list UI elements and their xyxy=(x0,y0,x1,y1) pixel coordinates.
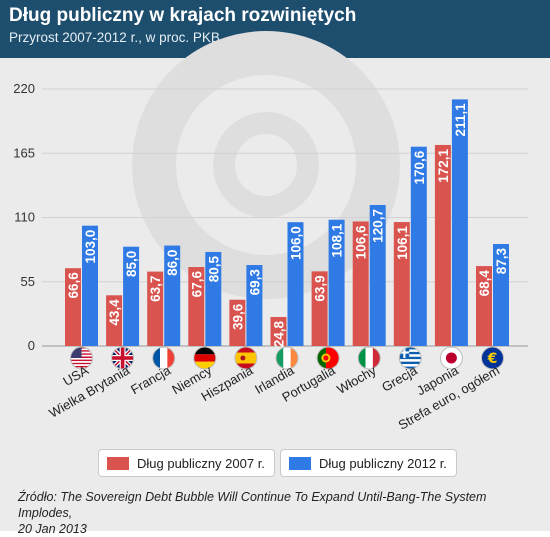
data-label: 24,8 xyxy=(272,321,287,348)
svg-text:€: € xyxy=(487,351,498,367)
data-label: 67,6 xyxy=(189,271,204,298)
bar-2012 xyxy=(451,99,468,346)
bar-2007 xyxy=(106,295,123,346)
data-label: 63,7 xyxy=(148,276,163,302)
bar-2012 xyxy=(246,265,263,346)
flag-france-icon xyxy=(152,346,176,370)
data-label: 103,0 xyxy=(83,230,98,264)
legend-label-2012: Dług publiczny 2012 r. xyxy=(319,455,447,471)
bar-2012 xyxy=(493,244,509,346)
y-tick-label: 110 xyxy=(14,210,35,225)
flag-usa-icon xyxy=(70,346,93,370)
bar-2012 xyxy=(410,146,427,346)
data-label: 43,4 xyxy=(107,299,122,326)
bar-2007 xyxy=(393,222,410,346)
bar-2012 xyxy=(369,205,386,346)
category-label: Włochy xyxy=(334,362,379,397)
flag-portugal-icon xyxy=(316,346,340,370)
y-tick-label: 165 xyxy=(13,145,35,160)
bar-2007 xyxy=(311,271,328,346)
data-label: 120,7 xyxy=(371,209,386,243)
flag-ireland-icon xyxy=(275,346,299,370)
data-label: 39,6 xyxy=(230,303,245,330)
watermark-ring-inner xyxy=(213,112,319,218)
data-label: 85,0 xyxy=(124,251,139,277)
bar-2012 xyxy=(164,245,181,346)
bar-2007 xyxy=(270,317,287,346)
data-label: 211,1 xyxy=(453,103,468,137)
source-note: Źródło: The Sovereign Debt Bubble Will C… xyxy=(18,489,538,537)
chart-title: Dług publiczny w krajach rozwiniętych xyxy=(9,5,357,26)
flag-germany-icon xyxy=(193,346,217,370)
data-label: 170,6 xyxy=(412,150,427,184)
data-label: 106,0 xyxy=(289,226,304,260)
legend-item-2012: Dług publiczny 2012 r. xyxy=(280,449,457,477)
legend-item-2007: Dług publiczny 2007 r. xyxy=(98,449,275,477)
flag-japan-icon xyxy=(439,346,463,370)
category-label: Grecja xyxy=(379,362,420,395)
bar-2007 xyxy=(352,221,369,346)
chart-subtitle: Przyrost 2007-2012 r., w proc. PKB xyxy=(9,30,220,45)
source-line-1: Źródło: The Sovereign Debt Bubble Will C… xyxy=(18,490,487,520)
category-label: Wielka Brytania xyxy=(46,362,132,421)
data-label: 106,1 xyxy=(395,226,410,260)
y-tick-label: 0 xyxy=(28,338,35,353)
source-line-2: 20 Jan 2013 xyxy=(18,522,87,536)
data-label: 68,4 xyxy=(477,270,492,297)
flag-uk-icon xyxy=(111,346,135,370)
legend-swatch-2007 xyxy=(107,456,129,470)
bar-2007 xyxy=(188,267,205,346)
bar-2007 xyxy=(476,266,492,346)
bar-2012 xyxy=(82,225,98,346)
flag-spain-icon xyxy=(234,346,258,370)
data-label: 106,6 xyxy=(354,225,369,259)
y-tick-label: 220 xyxy=(13,81,35,96)
data-label: 63,9 xyxy=(313,275,328,301)
bar-2012 xyxy=(205,251,222,346)
data-label: 69,3 xyxy=(247,269,262,296)
legend-swatch-2012 xyxy=(289,456,311,470)
category-label: Francja xyxy=(128,362,174,397)
bar-2007 xyxy=(65,268,81,346)
bar-2012 xyxy=(287,222,304,346)
bar-2012 xyxy=(328,219,345,346)
bar-2007 xyxy=(229,299,246,346)
data-label: 87,3 xyxy=(494,248,509,275)
data-label: 172,1 xyxy=(436,148,451,182)
data-label: 86,0 xyxy=(165,250,180,276)
data-label: 108,1 xyxy=(330,223,345,257)
legend-label-2007: Dług publiczny 2007 r. xyxy=(137,455,265,471)
flag-greece-icon xyxy=(398,346,422,370)
watermark-ring-outer xyxy=(132,31,400,299)
bar-2007 xyxy=(434,144,451,346)
flag-italy-icon xyxy=(357,346,381,370)
data-label: 80,5 xyxy=(206,255,221,282)
bar-2012 xyxy=(123,246,140,346)
y-tick-label: 55 xyxy=(21,274,35,289)
bar-2007 xyxy=(147,271,164,346)
flag-eu-euro-icon: € xyxy=(481,346,504,370)
data-label: 66,6 xyxy=(66,272,81,299)
